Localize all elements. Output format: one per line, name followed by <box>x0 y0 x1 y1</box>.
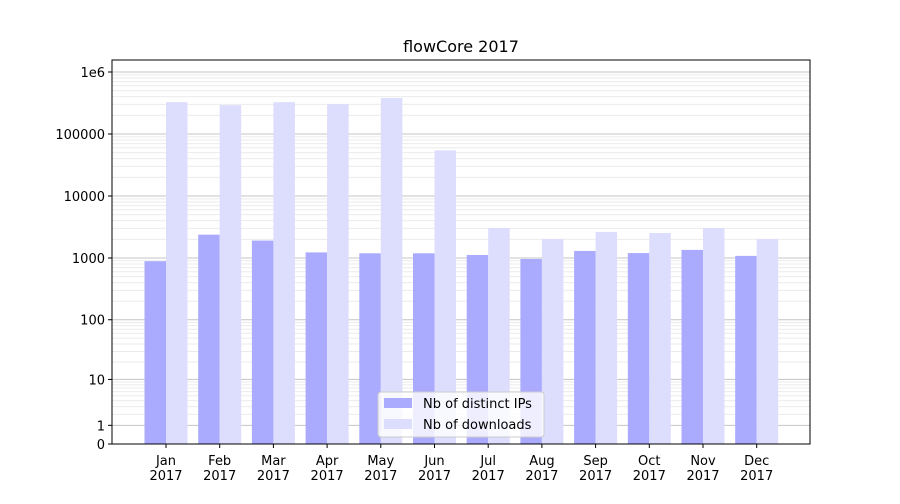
x-tick-label: 2017 <box>311 469 344 484</box>
bar-distinct-ips <box>198 234 220 444</box>
x-tick-label: Sep <box>583 454 608 469</box>
bar-distinct-ips <box>681 249 703 444</box>
legend-label-ips: Nb of distinct IPs <box>423 397 532 412</box>
x-tick-label: 2017 <box>472 469 505 484</box>
legend-swatch-downloads <box>384 419 412 429</box>
x-tick-label: Apr <box>316 454 339 469</box>
x-tick-label: 2017 <box>149 469 182 484</box>
bar-downloads <box>327 104 349 445</box>
bar-distinct-ips <box>735 255 757 444</box>
bar-downloads <box>219 105 242 444</box>
x-tick-label: Feb <box>208 454 231 469</box>
legend-swatch-ips <box>384 398 412 408</box>
x-tick-label: 2017 <box>257 469 290 484</box>
y-tick-label: 1 <box>97 419 105 434</box>
y-tick-label: 0 <box>97 438 105 453</box>
x-tick-label: 2017 <box>525 469 558 484</box>
bar-distinct-ips <box>359 253 381 444</box>
bar-downloads <box>434 150 456 445</box>
bar-distinct-ips <box>627 253 650 444</box>
axes-frame <box>111 59 811 445</box>
x-tick-label: Jun <box>423 454 444 469</box>
x-tick-label: Nov <box>690 454 716 469</box>
y-tick-label: 10000 <box>64 190 105 205</box>
legend: Nb of distinct IPs Nb of downloads <box>377 391 545 438</box>
y-tick-label: 10 <box>88 373 105 388</box>
bars <box>144 97 779 445</box>
x-tick-label: Dec <box>744 454 769 469</box>
x-tick-label: 2017 <box>740 469 773 484</box>
legend-box <box>377 391 545 438</box>
y-tick-label: 1000 <box>72 252 105 267</box>
x-tick-label: May <box>367 454 394 469</box>
bar-downloads <box>380 97 403 445</box>
x-tick-label: Jan <box>155 454 176 469</box>
x-tick-label: Aug <box>529 454 554 469</box>
x-tick-label: Oct <box>638 454 660 469</box>
x-tick-label: 2017 <box>418 469 451 484</box>
bar-distinct-ips <box>144 261 166 444</box>
x-tick-label: Mar <box>261 454 286 469</box>
bar-downloads <box>703 227 725 444</box>
x-tick-label: 2017 <box>633 469 666 484</box>
y-tick-label: 1e6 <box>80 66 105 81</box>
bar-downloads <box>756 239 779 444</box>
bar-distinct-ips <box>251 240 274 444</box>
x-tick-label: Jul <box>479 454 496 469</box>
bar-distinct-ips <box>305 252 328 444</box>
y-tick-label: 100 <box>80 314 105 329</box>
bar-downloads <box>541 239 564 444</box>
chart-title: flowCore 2017 <box>403 37 519 56</box>
bar-downloads <box>595 231 618 444</box>
bar-downloads <box>166 102 188 445</box>
legend-label-downloads: Nb of downloads <box>423 418 532 433</box>
bar-distinct-ips <box>574 250 596 444</box>
bar-downloads <box>649 232 671 444</box>
y-tick-label: 100000 <box>55 128 105 143</box>
bar-downloads <box>273 102 295 445</box>
x-tick-label: 2017 <box>686 469 719 484</box>
x-tick-label: 2017 <box>364 469 397 484</box>
x-axis-ticks: Jan2017Feb2017Mar2017Apr2017May2017Jun20… <box>149 444 773 484</box>
x-tick-label: 2017 <box>579 469 612 484</box>
x-tick-label: 2017 <box>203 469 236 484</box>
bar-downloads <box>488 227 510 444</box>
y-axis-ticks: 0 1 10 100 1000 10000 100000 1e6 <box>55 66 112 453</box>
